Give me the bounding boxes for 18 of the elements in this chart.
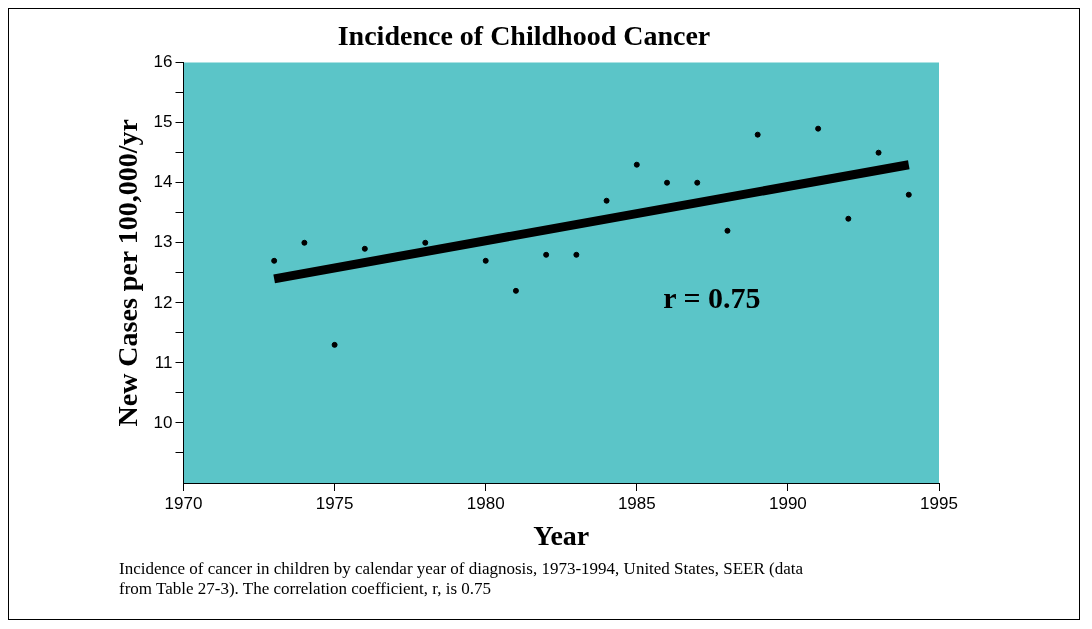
x-tick-label: 1975 <box>315 493 354 513</box>
y-tick-label: 10 <box>153 412 173 432</box>
x-tick-label: 1985 <box>617 493 656 513</box>
y-tick-label: 14 <box>153 172 173 192</box>
x-axis-title: Year <box>533 520 590 552</box>
y-tick-label: 12 <box>153 292 173 312</box>
y-axis-title: New Cases per 100,000/yr <box>112 119 144 427</box>
y-tick-label: 11 <box>154 352 173 372</box>
text: Incidence of cancer in children by calendar year of diagnosis, 1973-1994, United States, SEER (data from Table 27-3). The correlation coefficient, r, is 0.75 <box>119 559 805 599</box>
annotation: r = 0.75 <box>663 280 761 314</box>
y-tick-label: 16 <box>153 52 173 72</box>
y-tick-label: 15 <box>153 112 173 132</box>
x-tick-label: 1980 <box>466 493 505 513</box>
x-tick-label: 1970 <box>164 493 203 513</box>
y-tick-label: 13 <box>153 232 173 252</box>
x-tick-label: 1995 <box>920 493 958 513</box>
chart-title: Incidence of Childhood Cancer <box>337 20 711 52</box>
x-tick-label: 1990 <box>768 493 807 513</box>
